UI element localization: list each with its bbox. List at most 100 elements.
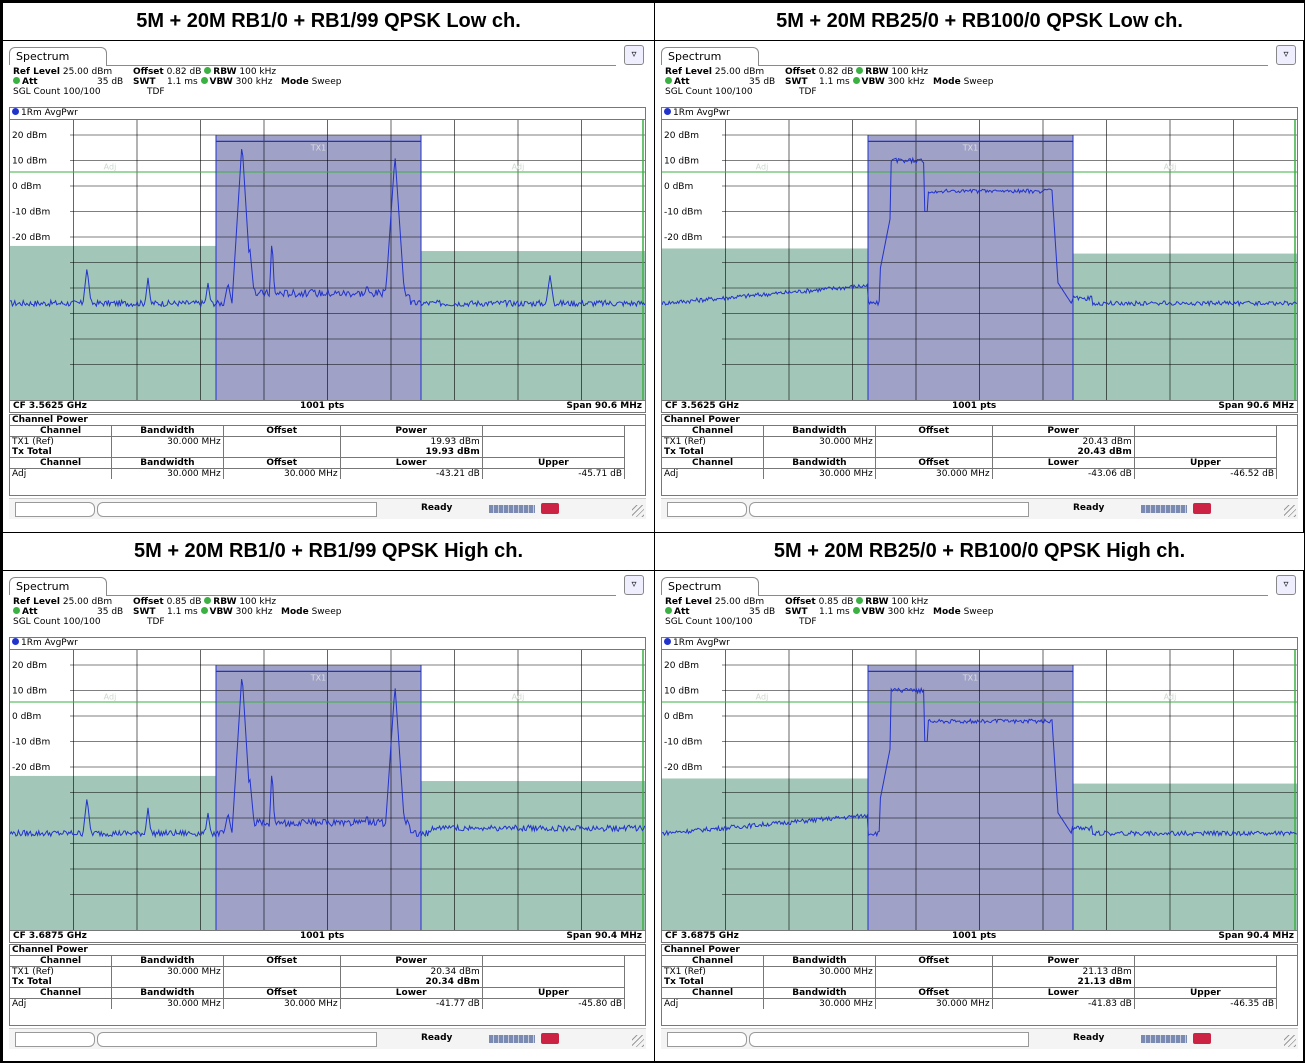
center-frequency: CF 3.6875 GHz [13, 931, 87, 941]
spectrum-tab[interactable]: Spectrum [9, 577, 107, 595]
col-offset: Offset [223, 426, 341, 437]
display-toggle-icon[interactable]: ▿ [624, 575, 644, 595]
spectrum-plot: TX1 Adj Adj 20 dBm 10 dBm 0 dBm -10 dBm -20 dBm [661, 119, 1298, 401]
ref-level-value: 25.00 dBm [714, 597, 765, 607]
measurement-cell-1: 5M + 20M RB1/0 + RB1/99 QPSK Low ch. Spe… [2, 2, 655, 533]
channel-power-table: Channel Power Channel Bandwidth Offset Powe… [9, 944, 646, 1026]
center-frequency: CF 3.5625 GHz [665, 401, 739, 411]
channel-power-table: Channel Power Channel Bandwidth Offset Powe… [9, 414, 646, 496]
col-bandwidth-2: Bandwidth [763, 457, 876, 469]
resize-grip-icon[interactable] [1284, 505, 1296, 517]
y-axis-label: -20 dBm [664, 233, 702, 243]
display-toggle-icon[interactable]: ▿ [624, 45, 644, 65]
adj-offset: 30.000 MHz [223, 998, 341, 1009]
center-frequency: CF 3.6875 GHz [665, 931, 739, 941]
tx-band-label: TX1 [310, 673, 326, 682]
measurement-settings: Ref Level 25.00 dBm Offset 0.82 dB RBW 1… [13, 67, 341, 97]
status-field-left[interactable] [15, 502, 95, 517]
y-label-bg [10, 154, 68, 166]
mode-value: Sweep [963, 607, 994, 617]
panel-title: 5M + 20M RB25/0 + RB100/0 QPSK Low ch. [655, 3, 1304, 41]
tx-total-label: Tx Total [10, 977, 113, 988]
y-label-bg [10, 684, 68, 696]
rbw-value: 100 kHz [891, 67, 929, 77]
display-toggle-icon[interactable]: ▿ [1276, 575, 1296, 595]
status-field-message[interactable] [749, 502, 1029, 517]
spectrum-tab[interactable]: Spectrum [661, 577, 759, 595]
y-label-bg [10, 205, 68, 217]
mode-value: Sweep [963, 77, 994, 87]
col-channel: Channel [10, 956, 113, 967]
tx-channel-band [868, 665, 1073, 930]
rbw-label: RBW [865, 67, 889, 77]
rbw-indicator-icon [856, 597, 864, 604]
col-channel: Channel [10, 426, 113, 437]
status-bar: Ready [661, 1028, 1298, 1049]
measurement-settings: Ref Level 25.00 dBm Offset 0.82 dB RBW 1… [665, 67, 993, 97]
vbw-label: VBW [209, 77, 233, 87]
resize-grip-icon[interactable] [632, 1035, 644, 1047]
tx-channel-band [216, 135, 421, 400]
att-value: 35 dB [97, 77, 124, 87]
vbw-indicator-icon [852, 77, 860, 84]
tx1-channel: TX1 (Ref) [10, 436, 113, 447]
progress-bar [489, 505, 535, 513]
y-label-bg [10, 710, 68, 721]
rbw-label: RBW [213, 67, 237, 77]
vbw-indicator-icon [200, 77, 208, 84]
vbw-value: 300 kHz [887, 77, 925, 87]
status-field-left[interactable] [667, 1032, 747, 1047]
resize-grip-icon[interactable] [632, 505, 644, 517]
col-channel: Channel [662, 956, 765, 967]
adj-upper: -45.80 dB [482, 998, 626, 1009]
tx1-bandwidth: 30.000 MHz [763, 966, 876, 977]
status-ready: Ready [1073, 1033, 1105, 1043]
y-label-bg [662, 659, 720, 670]
vbw-label: VBW [861, 77, 885, 87]
spectrum-tab[interactable]: Spectrum [661, 47, 759, 65]
display-toggle-icon[interactable]: ▿ [1276, 45, 1296, 65]
tx-total-power: 19.93 dBm [340, 447, 483, 458]
status-field-message[interactable] [97, 502, 377, 517]
y-label-bg [10, 735, 68, 747]
status-field-message[interactable] [97, 1032, 377, 1047]
y-axis-label: -20 dBm [12, 233, 50, 243]
resize-grip-icon[interactable] [1284, 1035, 1296, 1047]
swt-label: SWT [785, 77, 808, 87]
adj-left-label: Adj [104, 692, 117, 701]
adjacent-band-left [662, 248, 868, 400]
y-axis-label: 10 dBm [12, 157, 47, 167]
trace-label: 1Rm AvgPwr [673, 108, 730, 118]
y-axis-label: 0 dBm [664, 712, 693, 722]
plot-footer: CF 3.5625 GHz 1001 pts Span 90.6 MHz [9, 401, 646, 413]
sweep-points: 1001 pts [300, 401, 345, 411]
spectrum-tab[interactable]: Spectrum [9, 47, 107, 65]
status-field-left[interactable] [667, 502, 747, 517]
y-label-bg [10, 180, 68, 191]
status-field-left[interactable] [15, 1032, 95, 1047]
tdf-label: TDF [799, 87, 817, 97]
tx-band-label: TX1 [310, 143, 326, 152]
tab-divider [106, 595, 616, 596]
rbw-indicator-icon [204, 597, 212, 604]
att-label: Att [22, 607, 38, 617]
ref-level-label: Ref Level [665, 597, 712, 607]
spectrum-plot: TX1 Adj Adj 20 dBm 10 dBm 0 dBm -10 dBm -20 dBm [9, 119, 646, 401]
frequency-span: Span 90.4 MHz [566, 931, 642, 941]
col-bandwidth-2: Bandwidth [763, 987, 876, 999]
y-label-bg [662, 205, 720, 217]
y-label-bg [662, 154, 720, 166]
col-offset-2: Offset [223, 987, 341, 999]
adj-upper: -45.71 dB [482, 468, 626, 479]
adjacent-band-left [662, 778, 868, 930]
tx-total-label: Tx Total [662, 447, 765, 458]
spectrum-svg: TX1 Adj Adj 20 dBm 10 dBm 0 dBm -10 dBm -20 dBm [662, 120, 1297, 400]
col-offset: Offset [875, 426, 993, 437]
y-axis-label: 0 dBm [12, 712, 41, 722]
trace-header: 1Rm AvgPwr [9, 637, 646, 649]
status-field-message[interactable] [749, 1032, 1029, 1047]
offset-value: 0.82 dB [166, 67, 202, 77]
y-axis-label: -20 dBm [664, 763, 702, 773]
rbw-value: 100 kHz [239, 597, 277, 607]
